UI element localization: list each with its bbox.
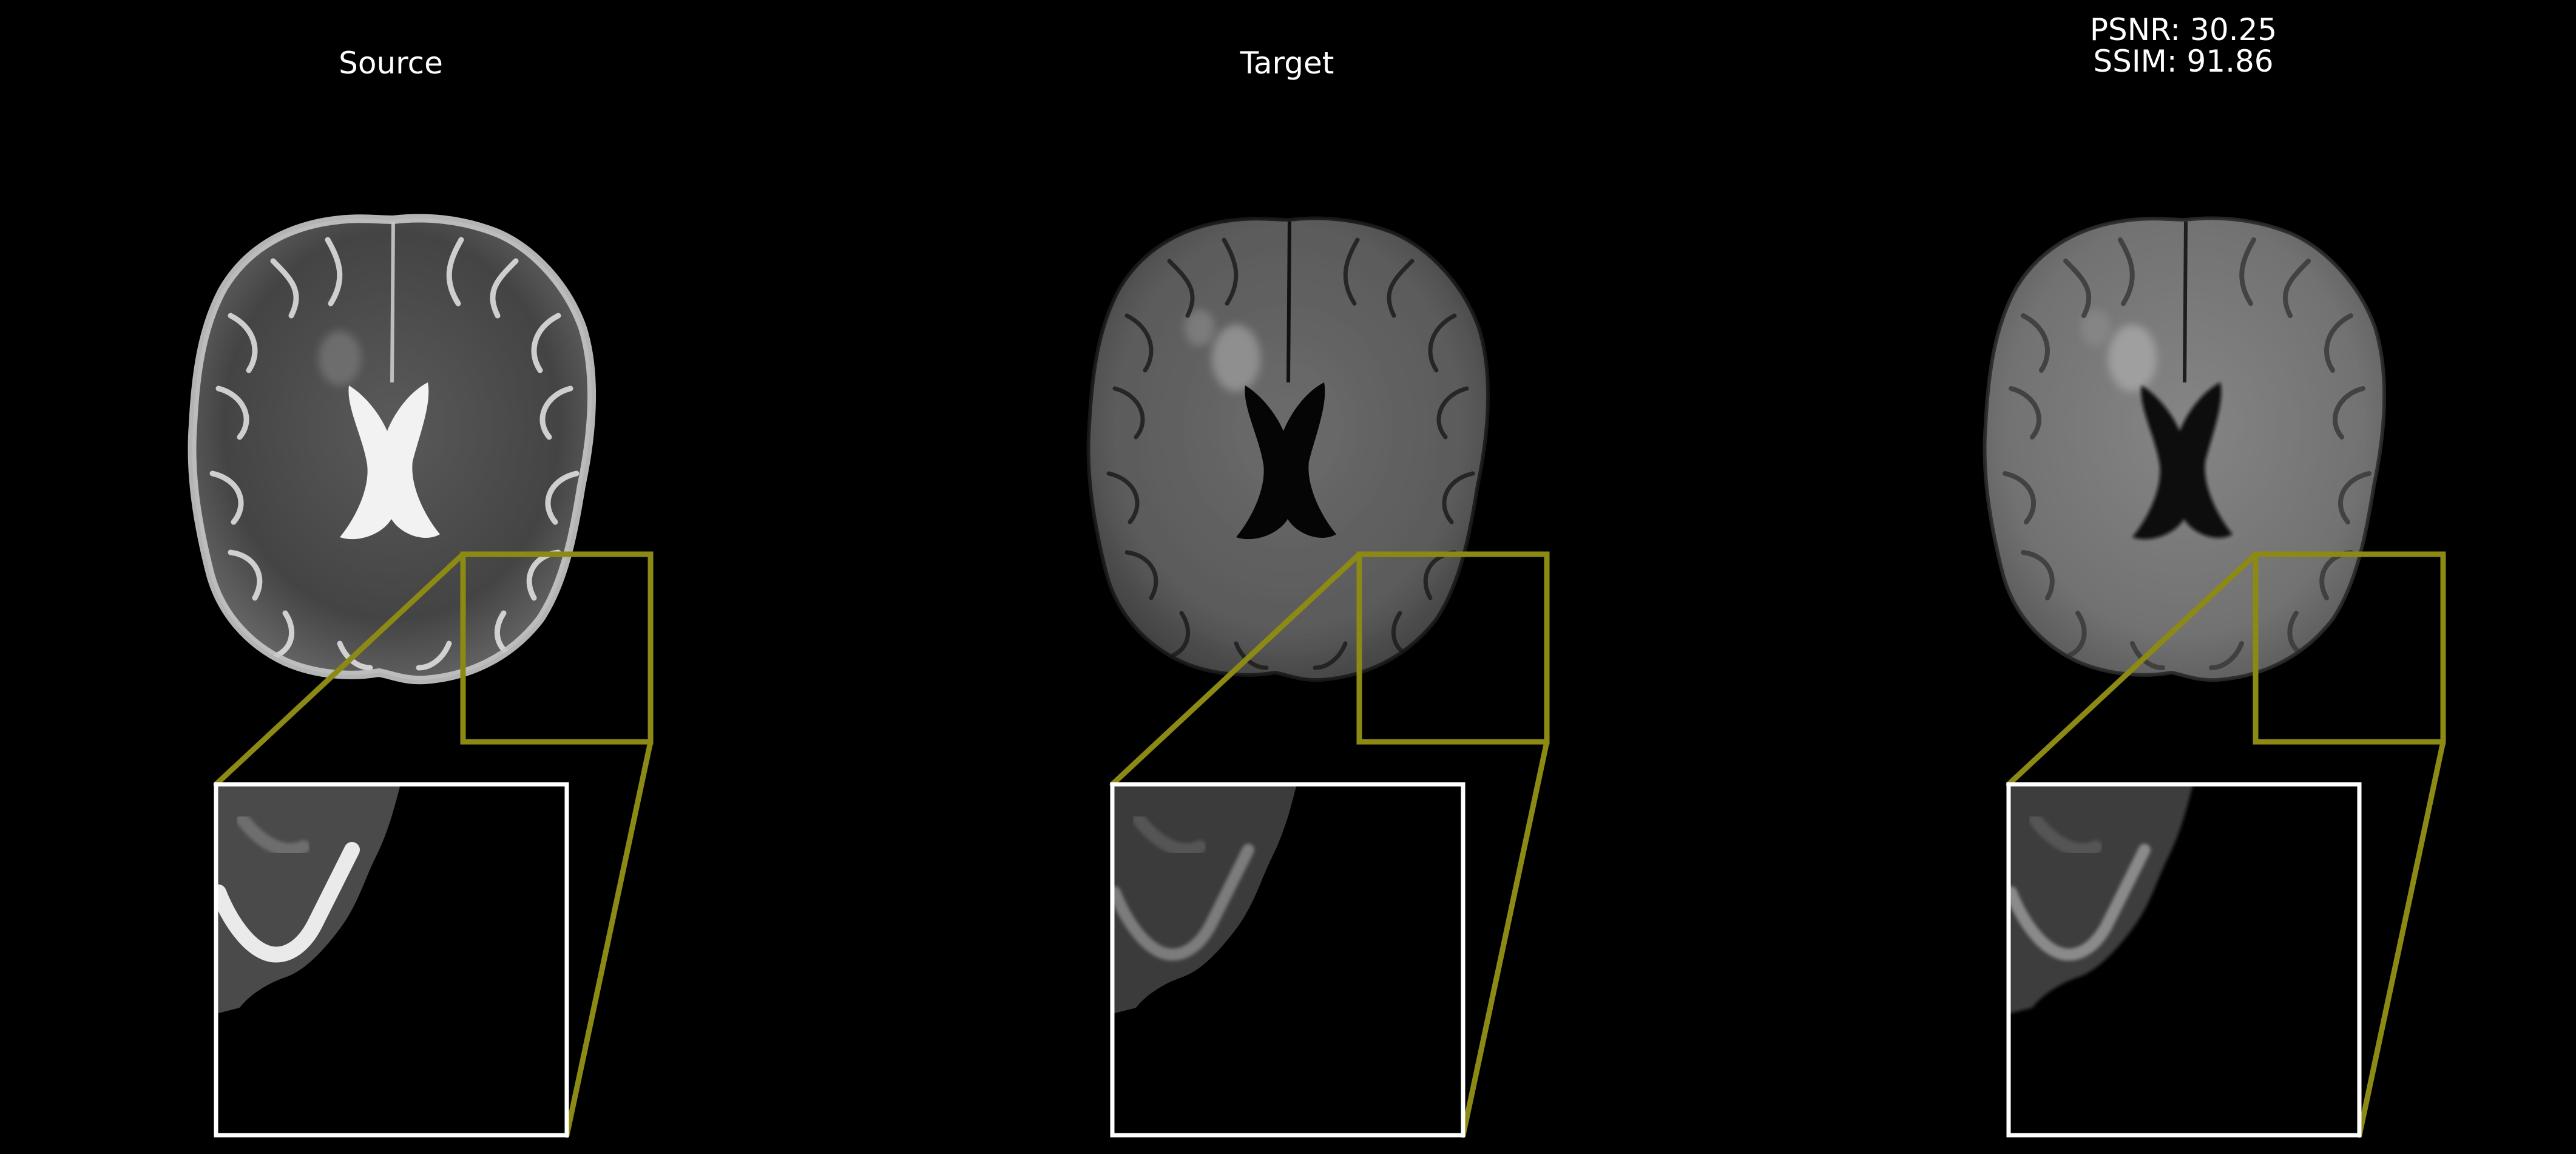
zoom-inset	[214, 782, 569, 1138]
panel-output	[1983, 216, 2446, 1138]
zoom-region-box	[2253, 551, 2446, 745]
panel-title-target: Target	[1240, 46, 1334, 81]
zoom-inset	[1110, 782, 1465, 1138]
zoom-connector-line	[1109, 551, 1362, 787]
panel-title-line: Source	[339, 46, 443, 81]
zoom-region-box	[1356, 551, 1550, 745]
brain-mri-slice	[188, 214, 597, 685]
zoom-connector-line	[564, 739, 654, 1138]
brain-mri-slice	[1983, 216, 2387, 682]
zoom-connector-line	[2356, 739, 2446, 1138]
zoom-connector-line	[213, 551, 466, 787]
zoom-connector-lines	[213, 551, 654, 1138]
panel-title-line: PSNR: 30.25	[2090, 12, 2277, 47]
zoom-inset-border	[1110, 782, 1465, 1138]
brain-mri-slice	[1086, 216, 1490, 682]
zoom-region-box	[460, 551, 654, 745]
panel-source	[188, 214, 654, 1138]
panel-title-line: Target	[1240, 46, 1334, 81]
zoom-inset	[2006, 782, 2362, 1138]
panel-title-line: SSIM: 91.86	[2093, 44, 2273, 79]
zoom-connector-line	[2006, 551, 2259, 787]
panel-title-output: PSNR: 30.25 SSIM: 91.86	[2090, 12, 2277, 79]
panel-title-source: Source	[339, 46, 443, 81]
zoom-inset-border	[214, 782, 569, 1138]
zoom-inset-border	[2006, 782, 2362, 1138]
zoom-connector-line	[1460, 739, 1550, 1138]
panel-target	[1086, 216, 1550, 1138]
zoom-connector-lines	[2006, 551, 2446, 1138]
zoom-connector-lines	[1109, 551, 1550, 1138]
